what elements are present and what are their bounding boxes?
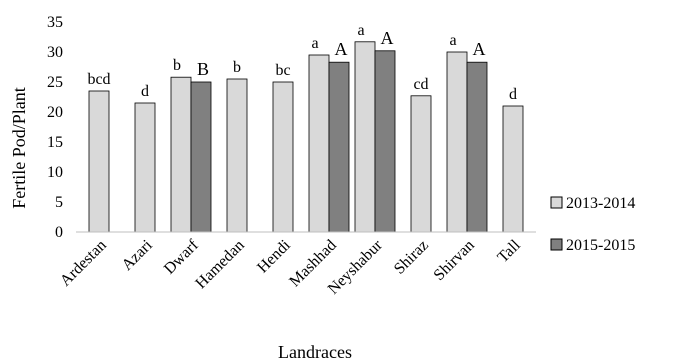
y-tick-label: 10 (47, 164, 63, 181)
legend-label-2013-2014: 2013-2014 (566, 195, 635, 212)
significance-label: b (173, 57, 181, 74)
significance-label: b (233, 59, 241, 76)
legend-swatch-2013-2014 (550, 196, 563, 209)
significance-label: A (381, 28, 394, 48)
y-axis: 0 5 10 15 20 25 30 35 (47, 14, 63, 241)
bar-2013-2014 (502, 105, 524, 233)
bar-2015-2015 (374, 50, 396, 233)
significance-label: a (449, 32, 456, 49)
x-tick-label: Hamedan (192, 237, 247, 292)
bar-2015-2015 (328, 61, 350, 233)
bar-2013-2014 (226, 78, 248, 233)
x-tick-label: Ardestan (57, 237, 110, 290)
significance-label: cd (413, 76, 428, 93)
y-tick-label: 5 (55, 194, 63, 211)
bar-2013-2014 (88, 90, 110, 233)
legend: 2013-2014 2015-2015 (550, 195, 635, 254)
legend-swatch-2015-2015 (550, 238, 563, 251)
bar-2015-2015 (190, 81, 212, 233)
legend-label-2015-2015: 2015-2015 (566, 237, 635, 254)
y-tick-label: 30 (47, 44, 63, 61)
x-axis-title: Landraces (278, 342, 352, 362)
significance-label: d (141, 83, 149, 100)
significance-label: a (311, 35, 318, 52)
x-tick-label: Azari (119, 236, 157, 274)
significance-label: A (473, 39, 486, 59)
bar-2013-2014 (308, 54, 330, 233)
significance-label: A (335, 39, 348, 59)
bar-2013-2014 (354, 41, 376, 233)
bar-2013-2014 (170, 76, 192, 233)
bar-2013-2014 (410, 95, 432, 233)
y-tick-label: 0 (55, 224, 63, 241)
bars (88, 41, 524, 233)
y-axis-title: Fertile Pod/Plant (9, 87, 29, 209)
significance-label: a (357, 22, 364, 39)
significance-label: bc (275, 62, 290, 79)
y-tick-label: 15 (47, 134, 63, 151)
bar-2013-2014 (272, 81, 294, 233)
bar-2015-2015 (466, 61, 488, 233)
bar-2013-2014 (446, 51, 468, 233)
x-tick-label: Shirvan (431, 237, 478, 284)
x-tick-label: Dwarf (161, 236, 202, 277)
bar-2013-2014 (134, 102, 156, 233)
y-tick-label: 20 (47, 104, 63, 121)
significance-label: B (197, 59, 209, 79)
x-tick-label: Shiraz (391, 237, 432, 278)
y-tick-label: 25 (47, 74, 63, 91)
significance-label: d (509, 86, 517, 103)
y-tick-label: 35 (47, 14, 63, 31)
x-tick-label: Tall (494, 236, 524, 266)
significance-label: bcd (87, 71, 110, 88)
x-tick-label: Hendi (254, 236, 294, 276)
